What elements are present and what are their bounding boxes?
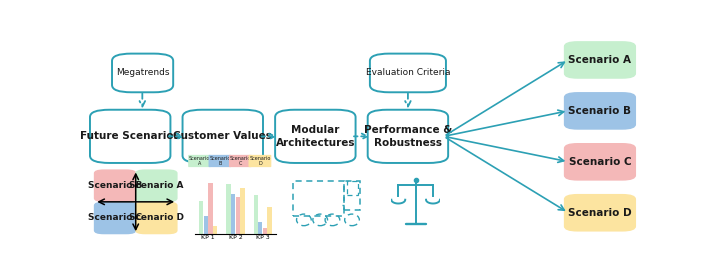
Text: Modular
Architectures: Modular Architectures [276,125,355,147]
Text: Scenario A: Scenario A [569,55,631,65]
FancyBboxPatch shape [370,54,446,92]
FancyBboxPatch shape [564,143,636,181]
Text: Scenario C: Scenario C [88,214,142,222]
FancyBboxPatch shape [183,110,263,163]
Text: Scenario B: Scenario B [88,181,142,190]
FancyBboxPatch shape [564,194,636,232]
Text: Scenario A: Scenario A [129,181,183,190]
Text: Customer Values: Customer Values [173,131,272,141]
FancyBboxPatch shape [94,202,137,234]
FancyBboxPatch shape [112,54,173,92]
FancyBboxPatch shape [368,110,448,163]
Text: Scenario B: Scenario B [569,106,631,116]
Text: Megatrends: Megatrends [116,68,169,77]
FancyBboxPatch shape [275,110,356,163]
Text: Performance &
Robustness: Performance & Robustness [364,125,452,147]
FancyBboxPatch shape [90,110,171,163]
Text: Scenario D: Scenario D [129,214,184,222]
Text: Scenario C: Scenario C [569,157,631,167]
FancyBboxPatch shape [135,202,178,234]
FancyBboxPatch shape [135,169,178,202]
FancyBboxPatch shape [564,41,636,79]
FancyBboxPatch shape [94,169,137,202]
Text: Scenario D: Scenario D [568,208,632,218]
Text: Evaluation Criteria: Evaluation Criteria [365,68,450,77]
FancyBboxPatch shape [564,92,636,130]
Text: Future Scenarios: Future Scenarios [80,131,180,141]
